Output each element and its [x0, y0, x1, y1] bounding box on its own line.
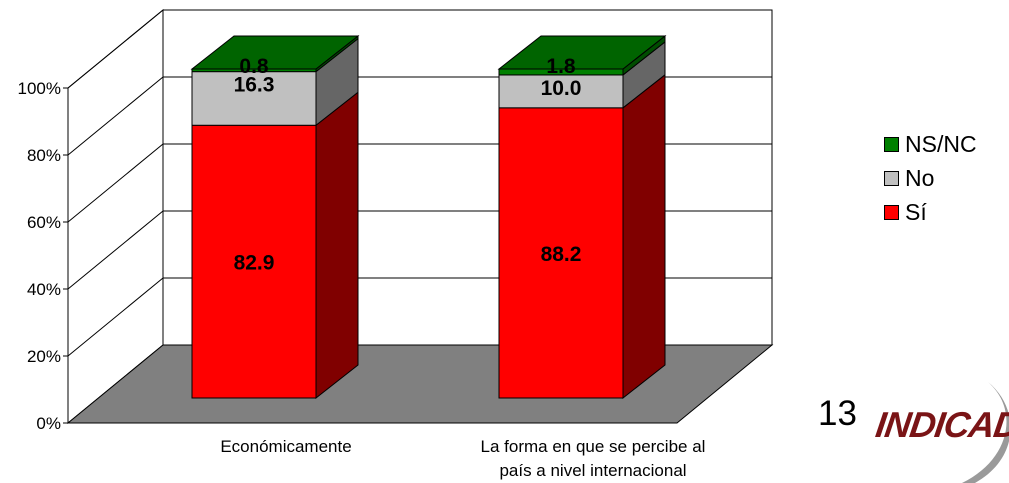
chart-floor: [66, 344, 774, 424]
y-tick-label: 20%: [27, 347, 61, 366]
data-label-si: 82.9: [234, 252, 275, 275]
y-tick-label: 100%: [18, 79, 61, 98]
bar-side-si: [315, 91, 359, 400]
gridline: [67, 9, 772, 89]
legend-swatch-ns-nc: [884, 136, 899, 152]
bar-front-si: [498, 107, 624, 399]
bar-side-si: [622, 73, 666, 400]
legend-label-si: Sí: [905, 198, 927, 225]
legend-label-no: No: [905, 164, 935, 191]
bar-top-ns-nc: [497, 35, 667, 70]
y-tick-label: 60%: [27, 213, 61, 232]
logo-swoosh-icon: [962, 382, 1009, 483]
x-category-label: país a nivel internacional: [499, 461, 686, 480]
data-label-no: 10.0: [541, 77, 582, 100]
chart-legend: NS/NC No Sí: [884, 127, 977, 229]
legend-swatch-no: [884, 170, 899, 186]
data-label-ns-nc: 1.8: [546, 55, 576, 78]
y-tick-label: 80%: [27, 146, 61, 165]
data-label-si: 88.2: [541, 243, 582, 266]
y-tick-label: 0%: [36, 414, 61, 433]
legend-item-no: No: [884, 161, 977, 195]
page-number: 13: [818, 394, 857, 433]
x-category-label: Económicamente: [220, 437, 351, 456]
bar-top-ns-nc: [190, 35, 360, 70]
legend-label-ns-nc: NS/NC: [905, 130, 977, 157]
indicadores-logo: INDICAD: [870, 380, 1009, 483]
legend-item-si: Sí: [884, 195, 977, 229]
legend-swatch-si: [884, 204, 899, 220]
data-label-no: 16.3: [234, 74, 275, 97]
legend-item-ns-nc: NS/NC: [884, 127, 977, 161]
logo-text: INDICAD: [873, 404, 1009, 445]
bar-front-no: [191, 71, 317, 126]
y-tick-label: 40%: [27, 280, 61, 299]
x-category-label: La forma en que se percibe al: [481, 437, 706, 456]
data-label-ns-nc: 0.8: [239, 55, 269, 78]
